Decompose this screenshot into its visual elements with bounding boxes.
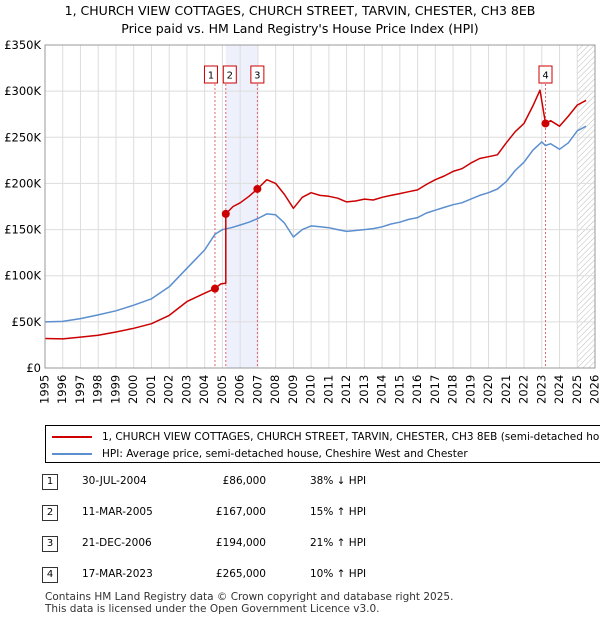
- x-tick-label: 2000: [126, 375, 140, 404]
- x-tick-label: 2025: [570, 375, 584, 404]
- x-tick-label: 2020: [481, 375, 495, 404]
- x-tick-label: 1999: [108, 375, 122, 404]
- x-tick-label: 2021: [499, 375, 513, 404]
- x-tick-label: 2002: [162, 375, 176, 404]
- sale-label-box: [538, 65, 553, 84]
- y-tick-label: £50K: [12, 315, 42, 329]
- x-tick-label: 2016: [410, 375, 424, 404]
- legend-label-property: 1, CHURCH VIEW COTTAGES, CHURCH STREET, …: [102, 431, 600, 443]
- sale-hpi: 38% ↓ HPI: [310, 475, 367, 487]
- sale-row: 2 11-MAR-2005 £167,000 15% ↑ HPI: [42, 503, 382, 523]
- x-tick-label: 2003: [179, 375, 193, 404]
- legend-label-hpi: HPI: Average price, semi-detached house,…: [102, 448, 468, 460]
- sale-date: 21-DEC-2006: [82, 537, 152, 549]
- legend-swatch-hpi: [52, 453, 92, 455]
- x-tick-label: 2009: [286, 375, 300, 404]
- sale-point: [221, 209, 230, 218]
- x-tick-label: 2017: [428, 375, 442, 404]
- sale-date: 11-MAR-2005: [82, 506, 153, 518]
- forecast-hatch: [577, 45, 595, 368]
- sale-hpi: 21% ↑ HPI: [310, 537, 367, 549]
- sale-badge: 1: [42, 474, 58, 490]
- x-tick-label: 2007: [250, 375, 264, 404]
- x-tick-label: 2018: [446, 375, 460, 404]
- x-tick-label: 2012: [339, 375, 353, 404]
- sale-badge: 2: [42, 505, 58, 521]
- chart-legend: 1, CHURCH VIEW COTTAGES, CHURCH STREET, …: [45, 425, 600, 463]
- x-tick-label: 2005: [215, 375, 229, 404]
- y-tick-label: £350K: [4, 38, 41, 52]
- x-tick-label: 2023: [534, 375, 548, 404]
- x-tick-label: 2014: [375, 375, 389, 404]
- y-tick-label: £250K: [4, 130, 41, 144]
- sale-point: [210, 284, 219, 293]
- sale-label-number: 1: [208, 71, 214, 82]
- property-series-line: [44, 89, 587, 340]
- sale-price: £265,000: [215, 568, 266, 580]
- plot-frame: [44, 44, 596, 369]
- price-chart: 1 2 3 4 £0 £50K £100K £150K £200K £250K £300K £350…: [4, 38, 600, 404]
- x-tick-label: 1997: [73, 375, 87, 404]
- sale-date: 30-JUL-2004: [82, 475, 147, 487]
- x-tick-label: 2013: [357, 375, 371, 404]
- plot-area: [45, 45, 595, 368]
- x-tick-label: 1998: [91, 375, 105, 404]
- x-tick-label: 1996: [55, 375, 69, 404]
- sale-price: £194,000: [215, 537, 266, 549]
- sale-row: 4 17-MAR-2023 £265,000 10% ↑ HPI: [42, 565, 382, 585]
- sale-label-number: 3: [254, 71, 260, 82]
- legend-swatch-property: [52, 436, 92, 438]
- sale-point: [541, 119, 550, 128]
- sale-label-number: 4: [542, 71, 548, 82]
- sale-label-box: [222, 65, 237, 84]
- chart-title: 1, CHURCH VIEW COTTAGES, CHURCH STREET, …: [64, 3, 536, 18]
- x-tick-label: 2024: [552, 375, 566, 404]
- x-tick-label: 2019: [463, 375, 477, 404]
- y-tick-label: £150K: [4, 223, 41, 237]
- hpi-series-line: [44, 125, 587, 323]
- sale-price: £167,000: [215, 506, 266, 518]
- sale-point: [253, 184, 262, 193]
- sale-label-box: [203, 65, 218, 84]
- y-tick-label: £0: [26, 361, 41, 375]
- x-tick-label: 2004: [197, 375, 211, 404]
- legend-item-property: 1, CHURCH VIEW COTTAGES, CHURCH STREET, …: [52, 429, 600, 445]
- sale-label-number: 2: [227, 71, 233, 82]
- x-tick-label: 2015: [392, 375, 406, 404]
- sale-badge: 4: [42, 567, 58, 583]
- y-tick-label: £100K: [4, 269, 41, 283]
- chart-subtitle: Price paid vs. HM Land Registry's House …: [121, 21, 479, 36]
- x-tick-label: 2001: [144, 375, 158, 404]
- y-tick-label: £300K: [4, 84, 41, 98]
- sale-date: 17-MAR-2023: [82, 568, 153, 580]
- sale-label-box: [250, 65, 265, 84]
- x-tick-label: 2006: [233, 375, 247, 404]
- sale-row: 1 30-JUL-2004 £86,000 38% ↓ HPI: [42, 472, 382, 492]
- x-tick-label: 2008: [268, 375, 282, 404]
- sale-hpi: 10% ↑ HPI: [310, 568, 367, 580]
- x-tick-label: 2011: [321, 375, 335, 404]
- x-tick-label: 2022: [517, 375, 531, 404]
- footer-licence: This data is licensed under the Open Gov…: [45, 603, 380, 615]
- shaded-period: [225, 45, 258, 368]
- x-tick-label: 1995: [38, 375, 52, 404]
- x-tick-label: 2010: [304, 375, 318, 404]
- y-tick-label: £200K: [4, 176, 41, 190]
- sale-row: 3 21-DEC-2006 £194,000 21% ↑ HPI: [42, 534, 382, 554]
- footer-copyright: Contains HM Land Registry data © Crown c…: [45, 591, 454, 603]
- sale-badge: 3: [42, 536, 58, 552]
- x-tick-label: 2026: [588, 375, 600, 404]
- sale-hpi: 15% ↑ HPI: [310, 506, 367, 518]
- sale-price: £86,000: [222, 475, 266, 487]
- legend-item-hpi: HPI: Average price, semi-detached house,…: [52, 446, 468, 462]
